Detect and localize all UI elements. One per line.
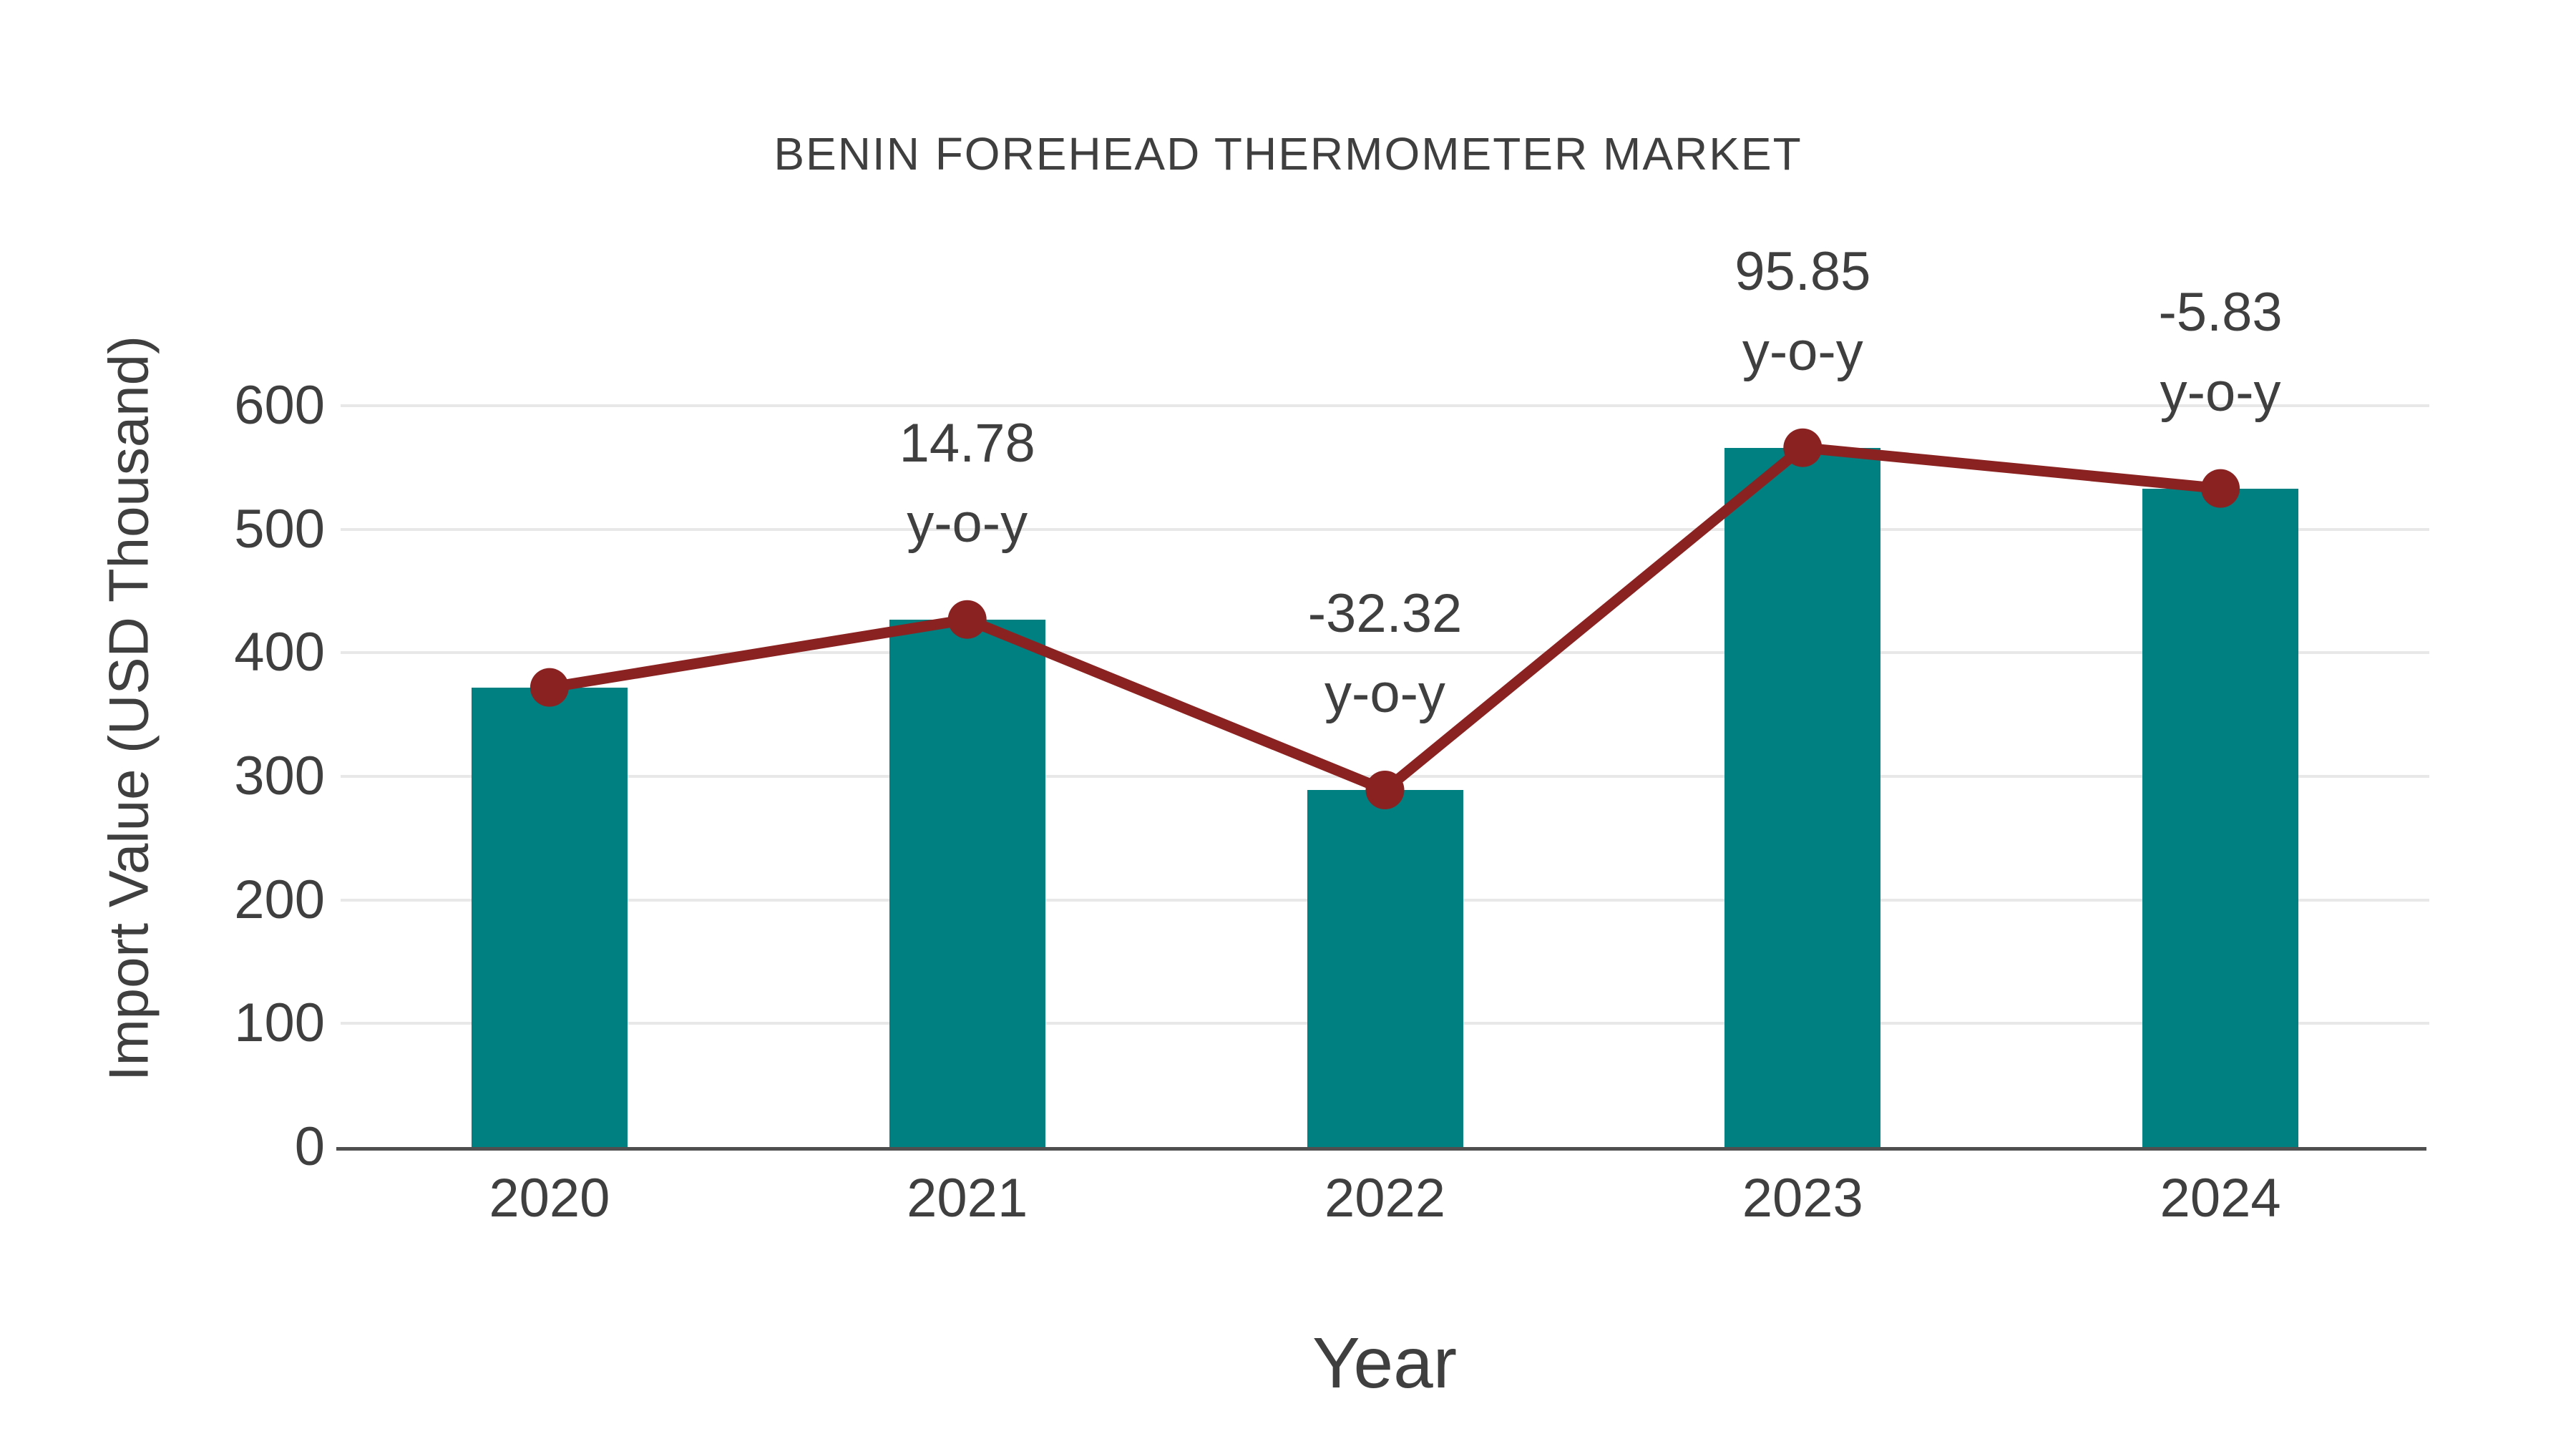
y-tick-label-500: 500 (234, 498, 325, 560)
annotation-value: -5.83 (2158, 281, 2283, 343)
annotation-suffix: y-o-y (1742, 321, 1863, 382)
y-tick-label-600: 600 (234, 375, 325, 436)
x-axis-line (336, 1147, 2426, 1151)
annotation-suffix: y-o-y (1324, 663, 1445, 724)
annotation-2021: 14.78 y-o-y (899, 404, 1035, 564)
annotation-suffix: y-o-y (907, 492, 1028, 554)
trend-point-2022 (1365, 770, 1405, 809)
x-tick-label-2020: 2020 (489, 1168, 610, 1229)
y-tick-label-200: 200 (234, 869, 325, 930)
x-tick-label-2021: 2021 (907, 1168, 1028, 1229)
x-tick-label-2022: 2022 (1324, 1168, 1446, 1229)
trend-point-2023 (1783, 428, 1823, 467)
annotation-value: 14.78 (899, 412, 1035, 474)
gridline-400 (341, 651, 2429, 655)
x-tick-label-2023: 2023 (1742, 1168, 1863, 1229)
bar-2021 (889, 619, 1045, 1147)
x-axis-title: Year (1312, 1323, 1458, 1403)
bar-2022 (1307, 789, 1463, 1147)
annotation-value: 95.85 (1735, 240, 1871, 302)
annotation-2022: -32.32 y-o-y (1308, 574, 1463, 734)
annotation-suffix: y-o-y (2160, 361, 2281, 423)
x-tick-label-2024: 2024 (2160, 1168, 2281, 1229)
trend-point-2024 (2201, 469, 2240, 508)
gridline-600 (341, 404, 2429, 407)
chart-title: BENIN FOREHEAD THERMOMETER MARKET (774, 128, 1802, 180)
bar-2024 (2142, 488, 2299, 1147)
gridline-500 (341, 527, 2429, 531)
annotation-2023: 95.85 y-o-y (1735, 232, 1870, 392)
y-tick-label-400: 400 (234, 622, 325, 683)
annotation-2024: -5.83 y-o-y (2158, 273, 2282, 433)
bar-2023 (1724, 447, 1881, 1147)
trend-point-2021 (947, 600, 987, 639)
bar-2020 (471, 687, 628, 1147)
annotation-value: -32.32 (1307, 582, 1463, 644)
y-tick-label-100: 100 (234, 992, 325, 1054)
y-tick-label-0: 0 (294, 1116, 325, 1177)
trend-point-2020 (530, 668, 569, 707)
y-tick-label-300: 300 (234, 746, 325, 806)
